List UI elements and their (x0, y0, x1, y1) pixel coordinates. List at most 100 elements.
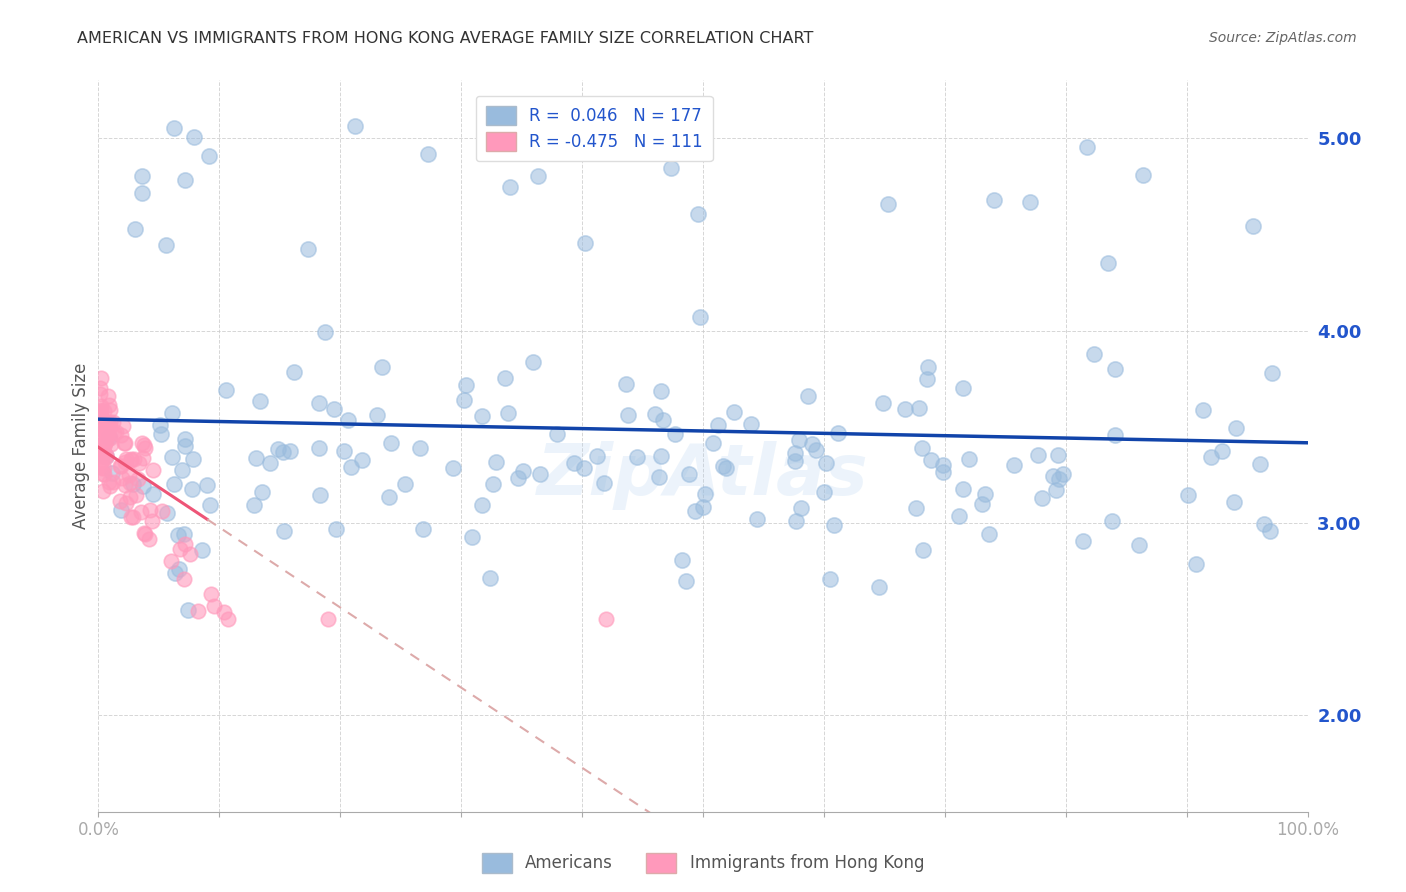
Point (90, 415, 112, 429)
Point (1101, 514, 1123, 528)
Point (93, 425, 115, 439)
Point (647, 469, 669, 483)
Point (97, 416, 120, 430)
Text: AMERICAN VS IMMIGRANTS FROM HONG KONG AVERAGE FAMILY SIZE CORRELATION CHART: AMERICAN VS IMMIGRANTS FROM HONG KONG AV… (77, 31, 814, 46)
Point (93, 461, 115, 475)
Point (441, 460, 464, 475)
Point (98, 475, 121, 490)
Point (283, 365, 305, 379)
Point (412, 522, 434, 536)
Point (977, 527, 1000, 541)
Point (1052, 467, 1074, 481)
Point (96, 434, 118, 449)
Point (911, 441, 934, 455)
Point (689, 310, 711, 325)
Point (911, 543, 934, 558)
Point (496, 406, 519, 420)
Point (1261, 367, 1284, 381)
Point (336, 413, 359, 427)
Point (90, 411, 112, 425)
Point (546, 426, 568, 441)
Point (98, 479, 121, 493)
Point (170, 463, 193, 477)
Point (91, 445, 114, 459)
Point (200, 587, 222, 601)
Point (91, 467, 114, 482)
Point (479, 571, 502, 585)
Point (93, 404, 115, 418)
Point (174, 432, 197, 446)
Point (89, 387, 111, 401)
Point (723, 405, 745, 419)
Point (308, 442, 330, 456)
Point (787, 433, 810, 447)
Point (380, 436, 402, 450)
Point (920, 452, 942, 467)
Point (499, 179, 522, 194)
Point (89, 458, 111, 473)
Point (957, 451, 980, 466)
Point (90, 399, 112, 413)
Point (181, 482, 204, 496)
Point (163, 566, 186, 580)
Point (314, 326, 336, 340)
Point (120, 452, 142, 467)
Point (187, 603, 209, 617)
Point (90, 370, 112, 384)
Point (1083, 347, 1105, 361)
Point (173, 572, 195, 586)
Point (350, 452, 373, 467)
Point (593, 475, 616, 490)
Point (894, 402, 917, 417)
Point (702, 436, 724, 450)
Point (688, 207, 710, 221)
Point (131, 186, 153, 201)
Point (482, 477, 505, 491)
Point (1243, 219, 1265, 233)
Point (983, 193, 1005, 207)
Point (644, 408, 666, 422)
Point (162, 120, 184, 135)
Point (134, 441, 156, 455)
Point (1258, 524, 1281, 538)
Point (309, 488, 332, 502)
Point (142, 487, 165, 501)
Point (118, 476, 141, 491)
Point (1191, 403, 1213, 417)
Point (1104, 362, 1126, 376)
Point (1184, 557, 1206, 571)
Point (90, 412, 112, 426)
Point (740, 417, 762, 431)
Point (97, 416, 120, 430)
Point (200, 499, 222, 513)
Point (1026, 448, 1049, 462)
Point (138, 503, 160, 517)
Point (716, 461, 738, 475)
Point (308, 395, 330, 409)
Point (790, 501, 813, 516)
Point (1132, 168, 1154, 182)
Point (89, 417, 111, 432)
Point (273, 524, 295, 538)
Point (110, 459, 132, 474)
Point (162, 406, 184, 420)
Point (103, 426, 125, 441)
Point (167, 562, 190, 576)
Point (93, 425, 115, 440)
Point (202, 599, 225, 613)
Point (90, 403, 112, 417)
Point (1211, 444, 1233, 458)
Point (101, 466, 124, 480)
Point (138, 532, 160, 546)
Point (394, 477, 416, 491)
Point (96, 425, 118, 439)
Point (785, 446, 807, 460)
Point (91, 425, 114, 440)
Point (280, 444, 302, 458)
Point (97, 430, 120, 444)
Point (114, 435, 136, 450)
Point (371, 359, 394, 374)
Point (131, 169, 153, 183)
Point (564, 456, 586, 470)
Point (801, 436, 824, 450)
